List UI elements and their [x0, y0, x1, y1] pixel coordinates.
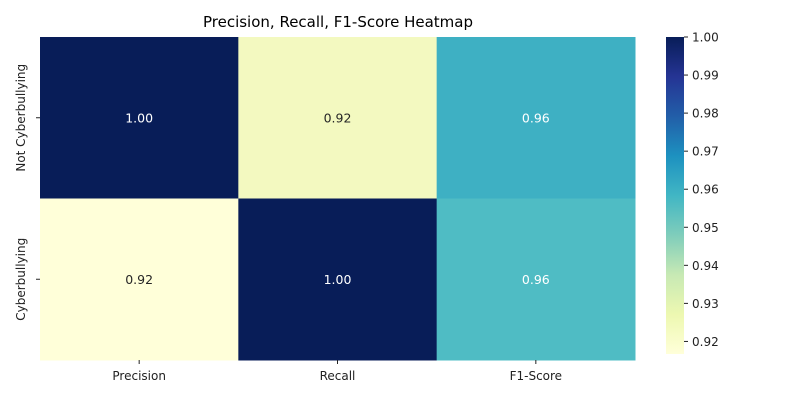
colorbar: 0.92 0.93 0.94 0.95 0.96 0.97 0.98 0.99 1.00 — [666, 31, 719, 354]
colorbar-tick-label: 0.93 — [692, 297, 719, 311]
colorbar-tick-label: 0.96 — [692, 183, 719, 197]
cell-value-label: 0.96 — [522, 110, 550, 125]
chart-title: Precision, Recall, F1-Score Heatmap — [203, 13, 473, 31]
heatmap-cell — [436, 198, 636, 361]
colorbar-ticks: 0.92 0.93 0.94 0.95 0.96 0.97 0.98 0.99 1.00 — [684, 31, 719, 349]
colorbar-tick-label: 0.95 — [692, 221, 719, 235]
heatmap-grid: 1.00 0.92 0.96 0.92 1.00 0.96 — [40, 37, 636, 361]
cell-value-label: 1.00 — [125, 110, 153, 125]
heatmap-cell — [40, 198, 239, 361]
heatmap-cell — [436, 37, 636, 199]
cell-value-label: 1.00 — [324, 272, 352, 287]
colorbar-bar — [666, 37, 684, 354]
cell-value-label: 0.92 — [324, 110, 352, 125]
y-tick-label: Not Cyberbullying — [14, 64, 28, 172]
x-tick-label: Precision — [112, 369, 166, 383]
x-tick-label: F1-Score — [510, 369, 562, 383]
x-tick-label: Recall — [320, 369, 356, 383]
heatmap-cell — [238, 198, 438, 361]
colorbar-tick-label: 0.92 — [692, 335, 719, 349]
colorbar-tick-label: 1.00 — [692, 31, 719, 45]
y-tick-label: Cyberbullying — [14, 238, 28, 321]
y-axis: Not Cyberbullying Cyberbullying — [14, 64, 40, 321]
colorbar-tick-label: 0.94 — [692, 259, 719, 273]
cell-value-label: 0.92 — [125, 272, 153, 287]
colorbar-tick-label: 0.97 — [692, 145, 719, 159]
colorbar-tick-label: 0.99 — [692, 69, 719, 83]
heatmap-cell — [238, 37, 438, 199]
heatmap-cell — [40, 37, 239, 199]
colorbar-tick-label: 0.98 — [692, 107, 719, 121]
x-axis: Precision Recall F1-Score — [112, 360, 562, 383]
cell-value-label: 0.96 — [522, 272, 550, 287]
